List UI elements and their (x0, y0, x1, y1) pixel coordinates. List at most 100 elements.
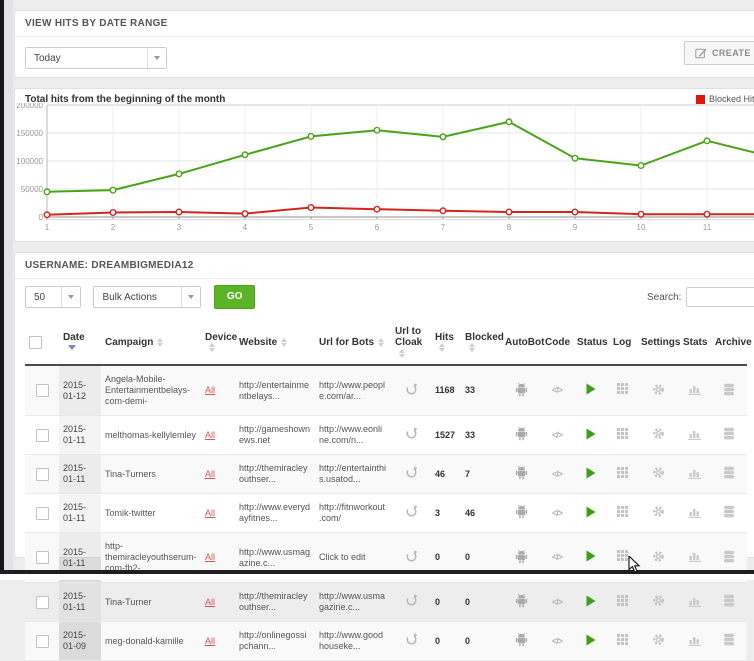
device-link[interactable]: All (205, 429, 216, 440)
grid-icon[interactable] (617, 633, 629, 646)
gear-icon[interactable] (652, 427, 665, 440)
play-icon[interactable] (586, 467, 596, 479)
grid-icon[interactable] (617, 427, 629, 440)
android-icon[interactable] (515, 465, 528, 480)
legend-item[interactable]: Blocked Hits (696, 94, 754, 104)
database-icon[interactable] (723, 505, 735, 518)
search-input[interactable] (686, 287, 754, 307)
row-checkbox[interactable] (35, 467, 49, 481)
table-toolbar: 50 Bulk Actions GO Search: (15, 279, 754, 317)
gear-icon[interactable] (652, 633, 665, 646)
row-checkbox[interactable] (35, 595, 49, 609)
android-icon[interactable] (515, 632, 528, 647)
gear-icon[interactable] (652, 550, 665, 563)
row-checkbox[interactable] (35, 506, 49, 520)
cell-date: 2015-01-11 (59, 454, 101, 494)
cell-checkbox (25, 582, 59, 622)
gear-icon[interactable] (652, 594, 665, 607)
refresh-icon[interactable] (405, 466, 418, 479)
device-link[interactable]: All (205, 468, 216, 479)
bar-chart-icon[interactable] (688, 383, 702, 395)
code-icon[interactable]: </> (551, 552, 563, 562)
database-icon[interactable] (723, 383, 735, 396)
play-icon[interactable] (586, 383, 596, 395)
column-header-url-to-cloak[interactable]: Url to Cloak (391, 321, 431, 366)
code-icon[interactable]: </> (551, 468, 563, 479)
code-icon[interactable]: </> (551, 429, 563, 440)
date-range-select[interactable]: Today (25, 47, 167, 69)
column-header-campaign[interactable]: Campaign (101, 321, 201, 366)
code-icon[interactable]: </> (551, 596, 563, 607)
android-icon[interactable] (515, 426, 528, 441)
gear-icon[interactable] (652, 466, 665, 479)
database-icon[interactable] (723, 594, 735, 607)
row-checkbox[interactable] (35, 384, 49, 397)
column-header-blocked[interactable]: Blocked (461, 321, 504, 366)
grid-icon[interactable] (617, 383, 629, 395)
bar-chart-icon[interactable] (688, 467, 702, 479)
select-all-checkbox[interactable] (29, 336, 42, 349)
device-link[interactable]: All (205, 507, 216, 518)
android-icon[interactable] (515, 504, 528, 519)
column-header-url-for-bots[interactable]: Url for Bots (315, 321, 391, 366)
play-icon[interactable] (586, 550, 596, 562)
create-new-campaign-button[interactable]: CREATE NEW CAMPAIGN (684, 41, 754, 65)
play-icon[interactable] (586, 506, 596, 518)
refresh-icon[interactable] (405, 505, 418, 518)
gear-icon[interactable] (652, 383, 665, 396)
column-header-hits[interactable]: Hits (431, 321, 461, 366)
column-header-device[interactable]: Device (201, 321, 237, 366)
row-checkbox[interactable] (35, 634, 49, 648)
refresh-icon[interactable] (405, 549, 418, 563)
cell-website: http://themiracleyouthser... (235, 454, 315, 494)
cell-url-to-cloak (391, 365, 431, 416)
svg-text:150000: 150000 (16, 129, 43, 138)
android-icon[interactable] (515, 549, 528, 564)
page-size-select[interactable]: 50 (25, 286, 81, 308)
bar-chart-icon[interactable] (688, 428, 702, 440)
column-header-website[interactable]: Website (235, 321, 315, 366)
device-link[interactable]: All (205, 385, 216, 395)
refresh-icon[interactable] (405, 633, 418, 646)
android-icon[interactable] (515, 382, 528, 397)
cell-log (609, 365, 637, 416)
cell-hits: 46 (431, 454, 461, 494)
device-link[interactable]: All (205, 635, 216, 646)
database-icon[interactable] (723, 466, 735, 479)
date-range-select-value: Today (34, 52, 61, 64)
grid-icon[interactable] (617, 550, 629, 562)
device-link[interactable]: All (205, 596, 216, 607)
row-checkbox[interactable] (35, 551, 49, 564)
row-checkbox[interactable] (35, 428, 49, 442)
android-icon[interactable] (515, 593, 528, 608)
column-header-date[interactable]: Date (59, 321, 101, 366)
code-icon[interactable]: </> (551, 385, 563, 395)
go-button[interactable]: GO (213, 285, 256, 309)
bar-chart-icon[interactable] (688, 595, 702, 607)
bar-chart-icon[interactable] (688, 550, 702, 562)
refresh-icon[interactable] (405, 382, 418, 396)
chevron-down-icon (61, 287, 80, 307)
grid-icon[interactable] (617, 594, 629, 607)
bulk-actions-select[interactable]: Bulk Actions (93, 286, 202, 308)
database-icon[interactable] (723, 550, 735, 563)
refresh-icon[interactable] (405, 427, 418, 440)
refresh-icon[interactable] (405, 594, 418, 607)
device-link[interactable]: All (205, 552, 216, 562)
database-icon[interactable] (723, 427, 735, 440)
play-icon[interactable] (586, 595, 596, 607)
cell-device: All (201, 415, 235, 455)
grid-icon[interactable] (617, 505, 629, 518)
play-icon[interactable] (586, 428, 596, 440)
code-icon[interactable]: </> (551, 507, 563, 518)
cell-settings (637, 493, 679, 533)
cell-status (573, 493, 609, 533)
bar-chart-icon[interactable] (688, 634, 702, 646)
code-icon[interactable]: </> (551, 635, 563, 646)
gear-icon[interactable] (652, 505, 665, 518)
page-size-value: 50 (34, 291, 46, 303)
database-icon[interactable] (723, 633, 735, 646)
play-icon[interactable] (586, 634, 596, 646)
grid-icon[interactable] (617, 466, 629, 479)
bar-chart-icon[interactable] (688, 506, 702, 518)
